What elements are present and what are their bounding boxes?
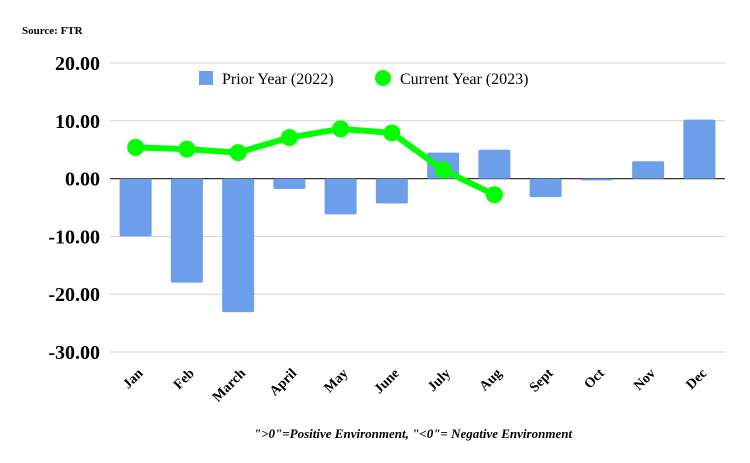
- line-point-feb: [178, 140, 196, 158]
- line-point-may: [332, 120, 350, 138]
- line-point-july: [434, 161, 452, 179]
- legend-label-current: Current Year (2023): [400, 71, 528, 88]
- x-tick-label: Dec: [684, 366, 711, 393]
- bar-oct: [580, 178, 613, 181]
- x-tick-label: May: [322, 366, 352, 396]
- bar-jan: [119, 178, 152, 237]
- line-point-april: [280, 129, 298, 147]
- legend-swatch-current: [375, 70, 391, 86]
- legend-label-prior: Prior Year (2022): [222, 71, 334, 88]
- bar-nov: [632, 161, 665, 179]
- y-tick-label: 20.00: [55, 53, 100, 75]
- legend-swatch-prior: [199, 71, 213, 85]
- current-year-line: [135, 125, 496, 198]
- x-tick-label: Nov: [631, 366, 659, 394]
- x-tick-label: Jan: [120, 366, 146, 392]
- y-tick-label: -30.00: [48, 342, 100, 364]
- y-tick-label: 10.00: [55, 111, 100, 133]
- bar-june: [375, 178, 408, 204]
- x-tick-label: Oct: [582, 366, 608, 392]
- x-tick-label: Aug: [477, 366, 505, 394]
- y-tick-label: 0.00: [65, 169, 100, 191]
- bar-march: [222, 178, 255, 313]
- x-tick-label: Feb: [171, 366, 198, 393]
- x-tick-label: April: [267, 366, 300, 399]
- bar-sept: [529, 178, 562, 198]
- y-tick-label: -20.00: [48, 284, 100, 306]
- bar-feb: [170, 178, 203, 283]
- line-point-aug: [485, 186, 503, 204]
- bar-dec: [683, 119, 716, 179]
- x-tick-label: Sept: [527, 366, 557, 396]
- source-label: Source: FTR: [22, 25, 84, 37]
- y-tick-label: -10.00: [48, 226, 100, 248]
- line-point-march: [229, 144, 247, 162]
- line-point-june: [383, 124, 401, 142]
- footnote: ">0"=Positive Environment, "<0"= Negativ…: [254, 426, 573, 441]
- x-tick-label: June: [372, 366, 403, 397]
- line-point-jan: [127, 138, 145, 156]
- bar-aug: [478, 149, 511, 179]
- bar-may: [324, 178, 357, 215]
- bar-april: [273, 178, 306, 190]
- x-tick-label: July: [425, 366, 454, 395]
- x-tick-label: March: [210, 366, 249, 405]
